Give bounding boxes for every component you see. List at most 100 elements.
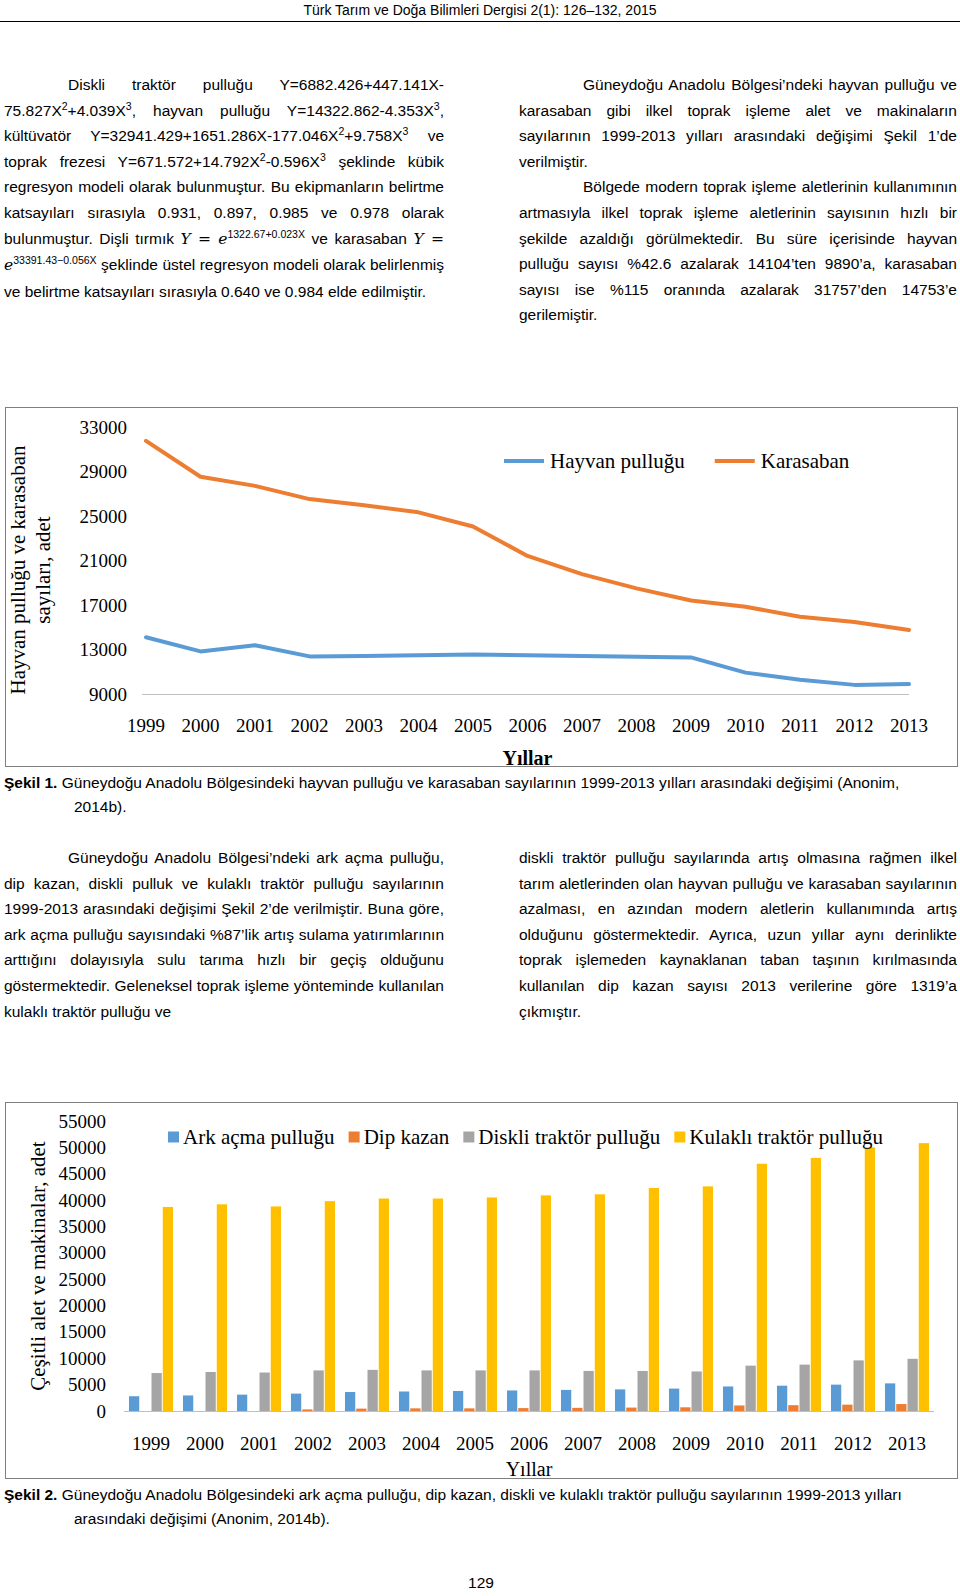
bar [595, 1194, 605, 1411]
x-tick-label: 1999 [127, 715, 165, 736]
x-tick-label: 2001 [240, 1433, 278, 1454]
bar [399, 1391, 409, 1411]
bar [669, 1389, 679, 1411]
bar [464, 1408, 474, 1411]
math: Y = e [181, 230, 228, 248]
bar [487, 1197, 497, 1411]
bar [271, 1206, 281, 1411]
superscript: 1322.67+0.023X [227, 227, 305, 239]
y-tick-label: 17000 [80, 595, 128, 616]
bar [194, 1411, 204, 1412]
plot-marks [146, 441, 909, 685]
x-tick-label: 2010 [726, 1433, 764, 1454]
bar [183, 1395, 193, 1411]
y-axis-title: Çeşitli alet ve makinalar, adet [26, 1141, 50, 1390]
text-run: , hayvan pulluğu Y=14322.862-4.353X [132, 102, 434, 119]
x-tick-label: 2012 [834, 1433, 872, 1454]
bar [379, 1199, 389, 1411]
y-tick-label: 21000 [80, 550, 128, 571]
x-tick-label: 2006 [509, 715, 547, 736]
text-run: Güneydoğu Anadolu Bölgesi’ndeki ark açma… [4, 849, 444, 1020]
y-tick [120, 1121, 124, 1122]
bar [842, 1405, 852, 1411]
text-column: Güneydoğu Anadolu Bölgesi’ndeki hayvan p… [519, 72, 957, 328]
y-tick [120, 1147, 124, 1148]
legend-swatch [349, 1132, 360, 1143]
page-number: 129 [0, 1574, 960, 1592]
legend-swatch [504, 459, 544, 463]
caption-text: Güneydoğu Anadolu Bölgesindeki ark açma … [62, 1486, 902, 1527]
bar [422, 1370, 432, 1411]
bar [615, 1389, 625, 1411]
y-axis-title: Hayvan pulluğu ve karasabansayıları, ade… [6, 445, 55, 694]
y-tick-label: 29000 [80, 461, 128, 482]
text-column: Güneydoğu Anadolu Bölgesi’ndeki ark açma… [4, 845, 444, 1024]
x-tick-label: 2002 [294, 1433, 332, 1454]
y-axis-title-line: Hayvan pulluğu ve karasaban [6, 445, 30, 694]
bar [217, 1204, 227, 1411]
bar [561, 1390, 571, 1411]
text-run: Güneydoğu Anadolu Bölgesi’ndeki hayvan p… [519, 76, 957, 170]
y-tick-label: 50000 [59, 1137, 107, 1158]
text-run: Bölgede modern toprak işleme aletlerinin… [519, 178, 957, 323]
bar [703, 1186, 713, 1411]
text-run: +9.758X [344, 127, 402, 144]
y-tick-label: 0 [97, 1401, 107, 1422]
legend-label: Hayvan pulluğu [550, 449, 685, 473]
y-tick [142, 471, 146, 472]
bar [788, 1405, 798, 1411]
y-tick [120, 1226, 124, 1227]
caption-gap [57, 774, 61, 791]
legend-label: Karasaban [761, 449, 850, 473]
y-tick-label: 25000 [59, 1269, 107, 1290]
y-tick [142, 516, 146, 517]
text-run: -0.596X [266, 153, 320, 170]
y-tick [142, 605, 146, 606]
bar [345, 1392, 355, 1411]
x-axis [124, 1411, 934, 1412]
superscript: 2 [62, 99, 68, 111]
y-tick-label: 45000 [59, 1163, 107, 1184]
bar [476, 1370, 486, 1411]
y-tick-label: 9000 [89, 684, 127, 705]
x-tick-label: 2013 [888, 1433, 926, 1454]
bar [248, 1411, 258, 1412]
paragraph: Güneydoğu Anadolu Bölgesi’ndeki hayvan p… [519, 72, 957, 174]
bar [757, 1164, 767, 1411]
bar [507, 1390, 517, 1411]
chart: 9000130001700021000250002900033000199920… [6, 408, 958, 770]
x-tick-label: 2011 [780, 1433, 817, 1454]
bar [260, 1373, 270, 1411]
x-axis-title: Yıllar [503, 747, 553, 769]
x-tick-label: 2003 [348, 1433, 386, 1454]
x-tick-label: 2005 [454, 715, 492, 736]
y-tick [120, 1279, 124, 1280]
chart-frame [6, 408, 958, 767]
bar [237, 1395, 247, 1411]
bar [800, 1365, 810, 1411]
legend-label: Dip kazan [364, 1125, 450, 1149]
x-tick-label: 2000 [186, 1433, 224, 1454]
caption-gap [57, 1486, 61, 1503]
bar [530, 1370, 540, 1411]
bar [919, 1143, 929, 1411]
bar [638, 1371, 648, 1411]
bar [325, 1201, 335, 1411]
x-tick-label: 1999 [132, 1433, 170, 1454]
y-tick [120, 1384, 124, 1385]
y-tick [120, 1252, 124, 1253]
bar [626, 1408, 636, 1411]
caption-label: Şekil 2. [4, 1486, 57, 1503]
superscript: 3 [126, 99, 132, 111]
bar [896, 1404, 906, 1411]
y-tick [142, 427, 146, 428]
charts-layer: 9000130001700021000250002900033000199920… [0, 0, 960, 1596]
y-tick-label: 20000 [59, 1295, 107, 1316]
bar [854, 1360, 864, 1411]
superscript: 2 [338, 125, 344, 137]
legend-swatch [674, 1132, 685, 1143]
x-tick-label: 2004 [400, 715, 439, 736]
bar [734, 1405, 744, 1411]
bar [518, 1408, 528, 1411]
x-axis [142, 694, 909, 695]
